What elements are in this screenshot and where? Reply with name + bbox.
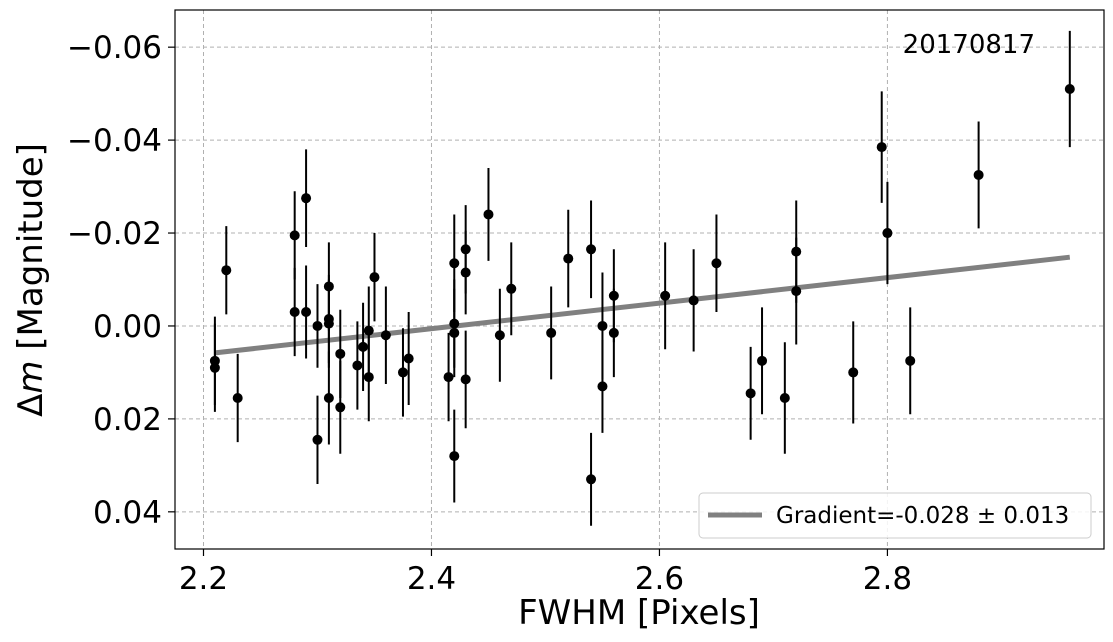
data-point <box>312 434 323 445</box>
y-tick-label: −0.06 <box>67 30 162 66</box>
data-point <box>779 392 790 403</box>
y-axis-title-m: m <box>11 361 51 394</box>
data-point <box>882 228 893 239</box>
data-point <box>397 367 408 378</box>
data-point <box>380 330 391 341</box>
data-point <box>597 381 608 392</box>
data-point <box>335 402 346 413</box>
data-point <box>460 374 471 385</box>
data-point <box>711 258 722 269</box>
plot-frame <box>174 9 1105 550</box>
data-point <box>586 244 597 255</box>
data-point <box>1064 83 1075 94</box>
data-point <box>506 283 517 294</box>
data-point <box>586 474 597 485</box>
y-tick-label: −0.02 <box>67 216 162 252</box>
data-point <box>597 320 608 331</box>
x-axis-title: FWHM [Pixels] <box>518 593 760 633</box>
data-point <box>449 258 460 269</box>
y-axis-title: Δm [Magnitude] <box>11 143 51 417</box>
y-axis-title-delta: Δ <box>11 394 51 417</box>
y-tick-label: 0.00 <box>93 309 162 345</box>
data-point <box>352 360 363 371</box>
points-layer <box>209 30 1075 526</box>
data-point <box>289 307 300 318</box>
data-point <box>358 341 369 352</box>
data-point <box>973 169 984 180</box>
x-tick-label: 2.4 <box>407 561 456 597</box>
legend-box <box>698 492 1092 539</box>
y-tick-label: 0.04 <box>93 495 162 531</box>
x-tick-label: 2.6 <box>635 561 684 597</box>
data-point <box>483 209 494 220</box>
data-point <box>608 327 619 338</box>
data-point <box>905 355 916 366</box>
data-point <box>660 290 671 301</box>
y-tick-label: −0.04 <box>67 123 162 159</box>
data-point <box>403 353 414 364</box>
data-point <box>232 392 243 403</box>
x-tick-label: 2.2 <box>179 561 228 597</box>
data-point <box>209 362 220 373</box>
data-point <box>312 320 323 331</box>
data-point <box>323 392 334 403</box>
data-point <box>460 267 471 278</box>
data-point <box>848 367 859 378</box>
data-point <box>688 295 699 306</box>
data-point <box>757 355 768 366</box>
data-point <box>443 372 454 383</box>
data-point <box>301 307 312 318</box>
data-point <box>791 286 802 297</box>
data-point <box>363 372 374 383</box>
data-point <box>221 265 232 276</box>
legend-label: Gradient=-0.028 ± 0.013 <box>776 503 1069 529</box>
data-point <box>876 142 887 153</box>
data-point <box>494 330 505 341</box>
data-point <box>563 253 574 264</box>
x-tick-label: 2.8 <box>863 561 912 597</box>
data-point <box>546 327 557 338</box>
data-point <box>449 327 460 338</box>
legend: Gradient=-0.028 ± 0.013 <box>698 492 1092 539</box>
data-point <box>323 318 334 329</box>
data-point <box>449 451 460 462</box>
data-point <box>369 272 380 283</box>
data-point <box>289 230 300 241</box>
y-tick-label: 0.02 <box>93 402 162 438</box>
data-point <box>363 325 374 336</box>
annotation-date: 20170817 <box>903 30 1035 60</box>
y-axis-title-rest: [Magnitude] <box>11 143 51 360</box>
ticks-layer: 2.2 2.4 2.6 2.8 −0.06 −0.04 −0.02 0.00 0.02 0.04 <box>67 30 912 597</box>
data-point <box>745 388 756 399</box>
data-point <box>301 193 312 204</box>
data-point <box>335 348 346 359</box>
